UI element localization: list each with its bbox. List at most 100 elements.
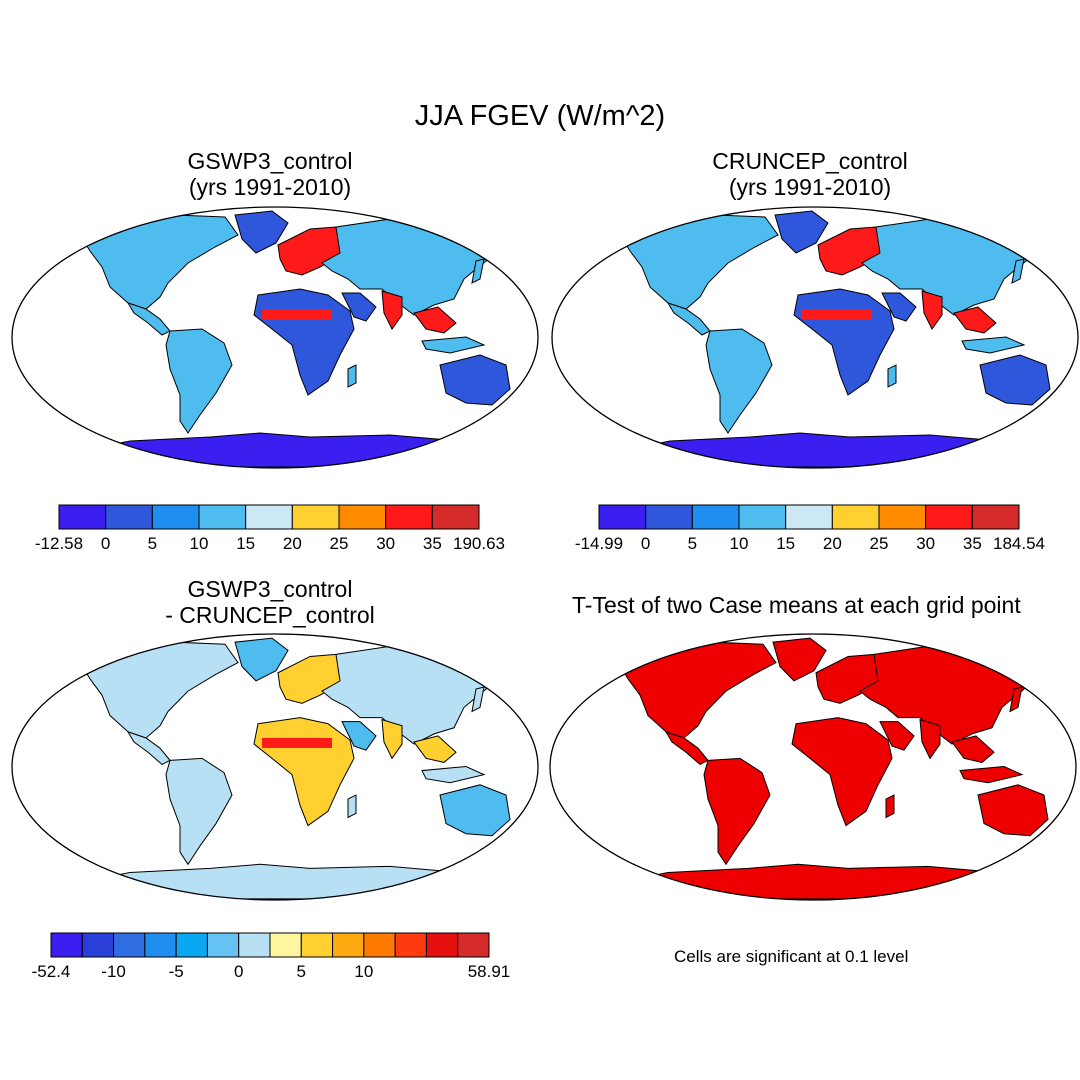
- landmass-indonesia: [421, 336, 486, 354]
- colorbar-bin: [431, 504, 480, 530]
- landmass-southAmerica: [165, 328, 233, 434]
- colorbar-bin: [144, 932, 177, 958]
- landmass-centralAmerica: [126, 302, 171, 336]
- colorbar-tick-label: 10: [190, 534, 209, 553]
- colorbar-tick-label: -12.58: [35, 534, 83, 553]
- panel-title-ttest: T-Test of two Case means at each grid po…: [572, 592, 1021, 618]
- colorbar-bin: [291, 504, 340, 530]
- landmass-seAsia: [413, 306, 457, 334]
- colorbar-bin: [300, 932, 334, 958]
- landmass-northAmerica: [617, 641, 777, 739]
- landmass-japan: [471, 258, 485, 284]
- map-panel-ttest: [549, 633, 1077, 901]
- landmass-greenland: [772, 637, 827, 682]
- landmass-japan: [1011, 258, 1025, 284]
- colorbar-bin: [81, 932, 115, 958]
- landmass-southAmerica: [165, 757, 233, 866]
- landmass-northAmerica: [79, 641, 239, 739]
- panel-title-cruncep: CRUNCEP_control (yrs 1991-2010): [660, 148, 960, 200]
- panel-title-gswp3: GSWP3_control (yrs 1991-2010): [120, 148, 420, 200]
- landmass-australia: [439, 354, 511, 406]
- significance-note: Cells are significant at 0.1 level: [674, 947, 909, 966]
- main-title: JJA FGEV (W/m^2): [414, 100, 666, 132]
- panel-title-line1: GSWP3_control: [187, 148, 353, 174]
- colorbar-cruncep: -14.99 0 5 10 15 20 25 30 35 184.54: [575, 504, 1045, 553]
- colorbar-bin: [831, 504, 880, 530]
- colorbar-bin: [151, 504, 200, 530]
- colorbar-tick-label: 58.91: [468, 962, 511, 981]
- colorbar-bin: [269, 932, 302, 958]
- colorbar-bin: [50, 932, 83, 958]
- landmass-india: [381, 718, 403, 760]
- panel-title-difference: GSWP3_control - CRUNCEP_control: [100, 576, 440, 628]
- panel-title-line1: CRUNCEP_control: [712, 148, 908, 174]
- landmass-northAmerica: [619, 214, 779, 310]
- colorbar-bin: [385, 504, 433, 530]
- landmass-japan: [1009, 686, 1023, 713]
- colorbar-tick-label: -10: [101, 962, 126, 981]
- colorbar-tick-label: -14.99: [575, 534, 623, 553]
- landmass-madagascar: [347, 794, 357, 819]
- landmass-indonesia: [421, 765, 486, 784]
- colorbar-tick-label: 35: [423, 534, 442, 553]
- landmass-seAsia: [413, 735, 457, 763]
- colorbar-bin: [58, 504, 107, 530]
- landmass-southAmerica: [703, 757, 771, 866]
- colorbar-tick-label: 0: [234, 962, 243, 981]
- sahel-band: [262, 309, 332, 319]
- landmass-centralAmerica: [126, 730, 171, 766]
- colorbar-tick-label: 5: [148, 534, 157, 553]
- colorbar-tick-label: 30: [916, 534, 935, 553]
- map-panel-gswp3: [11, 206, 539, 469]
- colorbar-tick-label: 190.63: [453, 534, 505, 553]
- colorbar-tick-label: 5: [688, 534, 697, 553]
- colorbar-bin: [785, 504, 833, 530]
- landmass-indonesia: [959, 765, 1024, 784]
- map-panel-difference: [11, 633, 539, 901]
- sahel-band: [802, 309, 872, 319]
- landmass-centralAmerica: [664, 730, 709, 766]
- colorbar-tick-label: 30: [376, 534, 395, 553]
- colorbar-tick-label: -52.4: [32, 962, 71, 981]
- landmass-arabia: [341, 721, 377, 751]
- sahel-band: [262, 737, 332, 748]
- panel-title-line2: - CRUNCEP_control: [165, 602, 375, 628]
- colorbar-bin: [175, 932, 208, 958]
- landmass-africa: [791, 717, 893, 827]
- colorbar-tick-label: 5: [297, 962, 306, 981]
- colorbar-bin: [878, 504, 927, 530]
- colorbar-tick-label: 15: [776, 534, 795, 553]
- colorbar-tick-label: 25: [330, 534, 349, 553]
- colorbar-tick-label: 15: [236, 534, 255, 553]
- colorbar-bin: [425, 932, 459, 958]
- panel-title-line2: (yrs 1991-2010): [728, 174, 892, 200]
- landmass-greenland: [234, 637, 289, 682]
- colorbar-gswp3: -12.58 0 5 10 15 20 25 30 35 190.63: [35, 504, 505, 553]
- colorbar-tick-label: 20: [823, 534, 842, 553]
- map-frame: [549, 633, 1077, 901]
- landmass-southAmerica: [705, 328, 773, 434]
- landmass-centralAmerica: [666, 302, 711, 336]
- landmass-australia: [977, 784, 1049, 837]
- colorbar-bin: [105, 504, 153, 530]
- landmass-northAmerica: [79, 214, 239, 310]
- map-frame: [11, 206, 539, 469]
- colorbar-difference: -52.4 -10 -5 0 5 10 58.91: [32, 932, 511, 981]
- colorbar-tick-label: 0: [641, 534, 650, 553]
- colorbar-tick-label: 25: [870, 534, 889, 553]
- colorbar-bin: [363, 932, 396, 958]
- landmass-seAsia: [951, 735, 995, 763]
- landmass-madagascar: [885, 794, 895, 819]
- map-frame: [11, 633, 539, 901]
- map-frame: [551, 206, 1079, 469]
- landmass-seAsia: [953, 306, 997, 334]
- landmass-indonesia: [961, 336, 1026, 354]
- landmass-arabia: [881, 292, 917, 322]
- panel-title-line2: (yrs 1991-2010): [188, 174, 352, 200]
- colorbar-tick-label: 184.54: [993, 534, 1045, 553]
- colorbar-bin: [738, 504, 787, 530]
- landmass-greenland: [774, 210, 829, 254]
- panel-title-line1: GSWP3_control: [187, 576, 353, 602]
- landmass-india: [381, 290, 403, 330]
- colorbar-bin: [338, 504, 387, 530]
